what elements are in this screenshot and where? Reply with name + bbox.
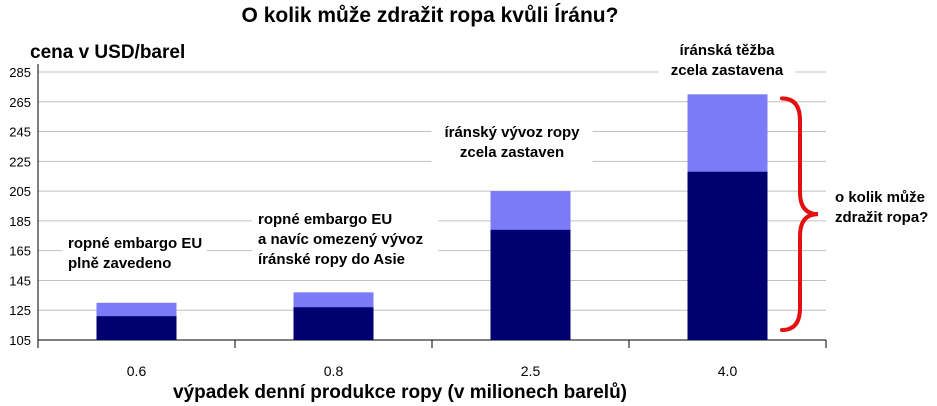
bar-lower-4.0 (687, 171, 768, 340)
x-tick-labels: 0.6 0.8 2.5 4.0 (127, 363, 738, 379)
annotation-background (252, 208, 439, 272)
annotation-background (658, 39, 796, 83)
x-tick-label: 0.6 (127, 363, 147, 379)
bar-annotations: ropné embargo EU plně zavedeno ropné embar… (62, 39, 796, 276)
y-tick-label: 105 (9, 333, 31, 348)
bar-annotation: ropné embargo EU (68, 235, 202, 252)
bar-lower-2.5 (490, 229, 571, 340)
y-tick-label: 185 (9, 214, 31, 229)
bar-annotation: a navíc omezený vývoz (258, 231, 423, 248)
y-tick-labels: 105 125 145 165 185 205 225 245 265 285 (9, 65, 31, 348)
y-tick-label: 225 (9, 154, 31, 169)
chart-title: O kolik může zdražit ropa kvůli Íránu? (242, 4, 619, 27)
bars (96, 94, 768, 340)
price-range-brace: o kolik může zdražit ropa? (780, 96, 936, 332)
x-tick-label: 4.0 (718, 363, 738, 379)
curly-brace (780, 96, 819, 332)
bar-annotation: zcela zastaven (460, 144, 564, 161)
bar-lower-0.6 (96, 316, 177, 340)
x-tick-label: 0.8 (324, 363, 344, 379)
bar-annotation: íránské ropy do Asie (258, 251, 405, 268)
bar-annotation: íránský vývoz ropy (444, 124, 580, 141)
bar-annotation: ropné embargo EU (258, 211, 392, 228)
bar-annotation: íránská těžba (679, 42, 775, 59)
bar-lower-0.8 (293, 307, 374, 340)
y-axis-label: cena v USD/barel (30, 42, 185, 63)
y-tick-label: 145 (9, 273, 31, 288)
y-tick-label: 165 (9, 244, 31, 259)
brace-label: zdražit ropa? (835, 209, 928, 226)
brace-label-background (826, 184, 936, 229)
bar-annotation: plně zavedeno (68, 255, 171, 272)
y-tick-label: 285 (9, 65, 31, 80)
y-tick-label: 245 (9, 125, 31, 140)
annotation-background (62, 232, 207, 276)
x-axis-label: výpadek denní produkce ropy (v milionech… (173, 382, 627, 403)
y-tick-label: 125 (9, 303, 31, 318)
bar-annotation: zcela zastavena (671, 62, 784, 79)
y-tick-label: 265 (9, 95, 31, 110)
annotation-background (431, 121, 593, 165)
x-tick-label: 2.5 (521, 363, 541, 379)
y-tick-label: 205 (9, 184, 31, 199)
brace-label: o kolik může (835, 189, 925, 206)
